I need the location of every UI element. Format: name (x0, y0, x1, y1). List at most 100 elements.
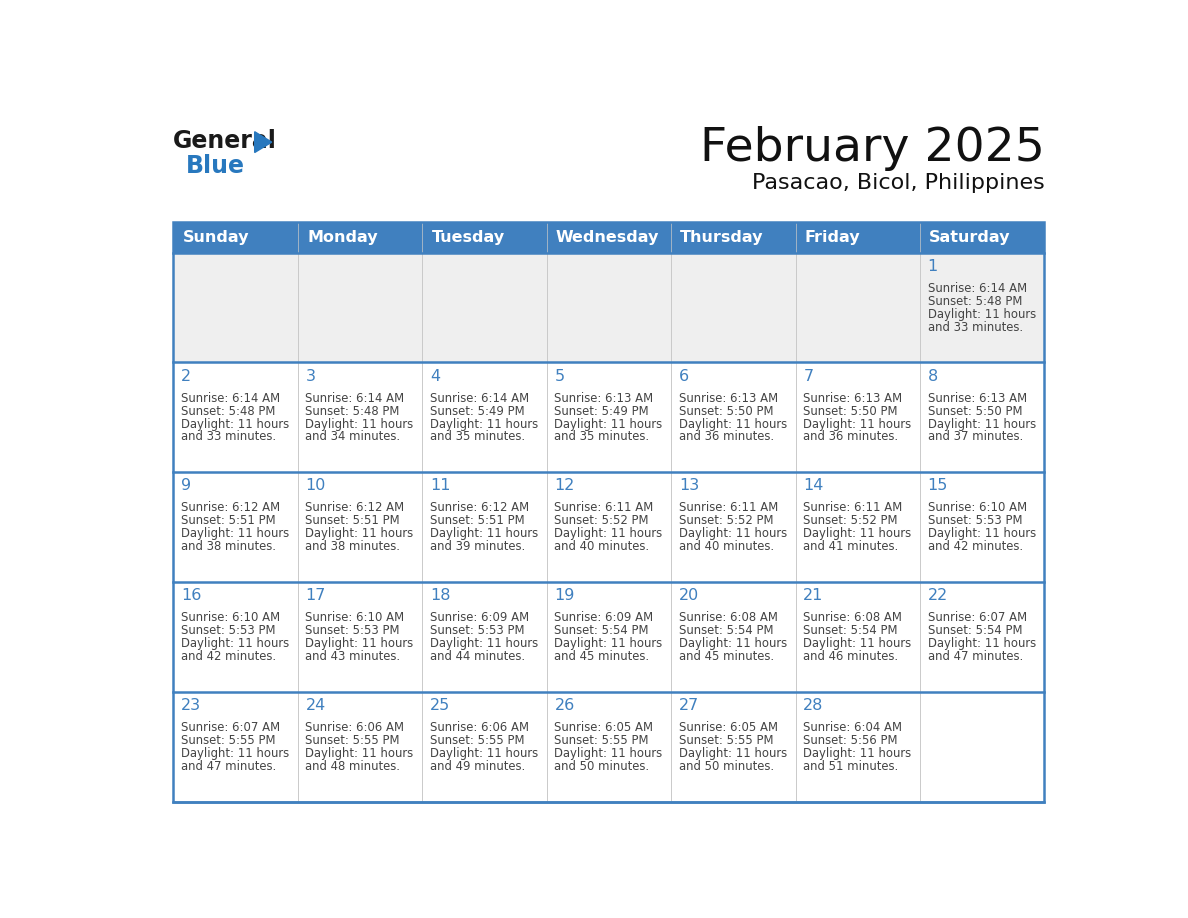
Text: Daylight: 11 hours: Daylight: 11 hours (181, 637, 289, 650)
Text: 2: 2 (181, 368, 191, 384)
Text: Sunrise: 6:13 AM: Sunrise: 6:13 AM (678, 392, 778, 405)
Text: Daylight: 11 hours: Daylight: 11 hours (305, 747, 413, 760)
Text: and 39 minutes.: and 39 minutes. (430, 541, 525, 554)
Text: Sunrise: 6:09 AM: Sunrise: 6:09 AM (430, 611, 529, 624)
Text: Sunrise: 6:14 AM: Sunrise: 6:14 AM (305, 392, 405, 405)
Bar (546, 472, 671, 582)
Text: Wednesday: Wednesday (556, 230, 659, 245)
Text: Sunset: 5:53 PM: Sunset: 5:53 PM (305, 624, 400, 637)
Text: Daylight: 11 hours: Daylight: 11 hours (555, 747, 663, 760)
Bar (173, 252, 298, 363)
Text: and 33 minutes.: and 33 minutes. (181, 431, 276, 443)
Text: Sunrise: 6:12 AM: Sunrise: 6:12 AM (430, 501, 529, 514)
Text: and 34 minutes.: and 34 minutes. (305, 431, 400, 443)
Text: Daylight: 11 hours: Daylight: 11 hours (305, 637, 413, 650)
Text: Sunset: 5:54 PM: Sunset: 5:54 PM (555, 624, 649, 637)
Text: Sunset: 5:49 PM: Sunset: 5:49 PM (555, 405, 649, 418)
Text: and 41 minutes.: and 41 minutes. (803, 541, 898, 554)
Bar (422, 692, 546, 801)
Text: Sunset: 5:53 PM: Sunset: 5:53 PM (928, 514, 1022, 528)
Bar (796, 252, 920, 363)
Text: and 38 minutes.: and 38 minutes. (181, 541, 276, 554)
Text: Daylight: 11 hours: Daylight: 11 hours (305, 418, 413, 431)
Text: and 36 minutes.: and 36 minutes. (678, 431, 773, 443)
Text: Daylight: 11 hours: Daylight: 11 hours (555, 527, 663, 541)
Text: Sunrise: 6:08 AM: Sunrise: 6:08 AM (678, 611, 778, 624)
Text: Daylight: 11 hours: Daylight: 11 hours (181, 527, 289, 541)
Text: and 51 minutes.: and 51 minutes. (803, 760, 898, 773)
Text: and 50 minutes.: and 50 minutes. (555, 760, 650, 773)
Text: and 44 minutes.: and 44 minutes. (430, 650, 525, 663)
Text: Sunrise: 6:10 AM: Sunrise: 6:10 AM (305, 611, 405, 624)
Text: Sunrise: 6:14 AM: Sunrise: 6:14 AM (928, 282, 1026, 295)
Text: Daylight: 11 hours: Daylight: 11 hours (928, 418, 1036, 431)
Text: Daylight: 11 hours: Daylight: 11 hours (430, 418, 538, 431)
Text: Sunrise: 6:07 AM: Sunrise: 6:07 AM (928, 611, 1026, 624)
Text: Sunset: 5:54 PM: Sunset: 5:54 PM (928, 624, 1022, 637)
Bar (671, 692, 796, 801)
Text: 5: 5 (555, 368, 564, 384)
Text: 7: 7 (803, 368, 814, 384)
Text: and 48 minutes.: and 48 minutes. (305, 760, 400, 773)
Text: 22: 22 (928, 588, 948, 603)
Text: and 33 minutes.: and 33 minutes. (928, 320, 1023, 333)
Text: 3: 3 (305, 368, 316, 384)
Text: 8: 8 (928, 368, 939, 384)
Text: and 35 minutes.: and 35 minutes. (555, 431, 650, 443)
Bar (920, 222, 1044, 252)
Text: 25: 25 (430, 698, 450, 713)
Bar (422, 582, 546, 692)
Text: Daylight: 11 hours: Daylight: 11 hours (803, 747, 911, 760)
Bar (796, 363, 920, 472)
Text: and 49 minutes.: and 49 minutes. (430, 760, 525, 773)
Text: Sunset: 5:51 PM: Sunset: 5:51 PM (181, 514, 276, 528)
Text: Sunrise: 6:14 AM: Sunrise: 6:14 AM (181, 392, 280, 405)
Text: Daylight: 11 hours: Daylight: 11 hours (555, 418, 663, 431)
Text: 17: 17 (305, 588, 326, 603)
Text: and 47 minutes.: and 47 minutes. (928, 650, 1023, 663)
Text: Sunset: 5:53 PM: Sunset: 5:53 PM (430, 624, 524, 637)
Text: and 40 minutes.: and 40 minutes. (678, 541, 773, 554)
Text: February 2025: February 2025 (700, 126, 1044, 171)
Text: Sunset: 5:55 PM: Sunset: 5:55 PM (678, 734, 773, 747)
Text: Sunrise: 6:08 AM: Sunrise: 6:08 AM (803, 611, 902, 624)
Text: 13: 13 (678, 478, 699, 493)
Text: Sunset: 5:51 PM: Sunset: 5:51 PM (305, 514, 400, 528)
Text: 27: 27 (678, 698, 699, 713)
Text: Sunrise: 6:11 AM: Sunrise: 6:11 AM (555, 501, 653, 514)
Bar (298, 692, 422, 801)
Text: Sunset: 5:55 PM: Sunset: 5:55 PM (181, 734, 276, 747)
Bar (298, 252, 422, 363)
Text: Sunrise: 6:12 AM: Sunrise: 6:12 AM (305, 501, 405, 514)
Text: Daylight: 11 hours: Daylight: 11 hours (928, 527, 1036, 541)
Text: Sunset: 5:55 PM: Sunset: 5:55 PM (305, 734, 400, 747)
Text: 28: 28 (803, 698, 823, 713)
Text: Sunrise: 6:07 AM: Sunrise: 6:07 AM (181, 721, 280, 734)
Text: Sunset: 5:52 PM: Sunset: 5:52 PM (803, 514, 898, 528)
Bar (298, 363, 422, 472)
Text: and 45 minutes.: and 45 minutes. (678, 650, 773, 663)
Text: Daylight: 11 hours: Daylight: 11 hours (928, 637, 1036, 650)
Text: and 42 minutes.: and 42 minutes. (181, 650, 276, 663)
Text: 21: 21 (803, 588, 823, 603)
Polygon shape (254, 131, 272, 152)
Text: Daylight: 11 hours: Daylight: 11 hours (678, 747, 786, 760)
Bar (173, 472, 298, 582)
Text: Daylight: 11 hours: Daylight: 11 hours (678, 418, 786, 431)
Bar (173, 222, 1044, 801)
Text: Daylight: 11 hours: Daylight: 11 hours (803, 527, 911, 541)
Bar (796, 222, 920, 252)
Text: Daylight: 11 hours: Daylight: 11 hours (181, 418, 289, 431)
Bar (920, 363, 1044, 472)
Bar (796, 582, 920, 692)
Text: 6: 6 (678, 368, 689, 384)
Text: Sunrise: 6:10 AM: Sunrise: 6:10 AM (181, 611, 280, 624)
Text: Sunset: 5:54 PM: Sunset: 5:54 PM (803, 624, 898, 637)
Bar (671, 363, 796, 472)
Bar (671, 252, 796, 363)
Bar (173, 692, 298, 801)
Text: Daylight: 11 hours: Daylight: 11 hours (803, 418, 911, 431)
Text: 20: 20 (678, 588, 699, 603)
Text: Sunset: 5:51 PM: Sunset: 5:51 PM (430, 514, 525, 528)
Text: 10: 10 (305, 478, 326, 493)
